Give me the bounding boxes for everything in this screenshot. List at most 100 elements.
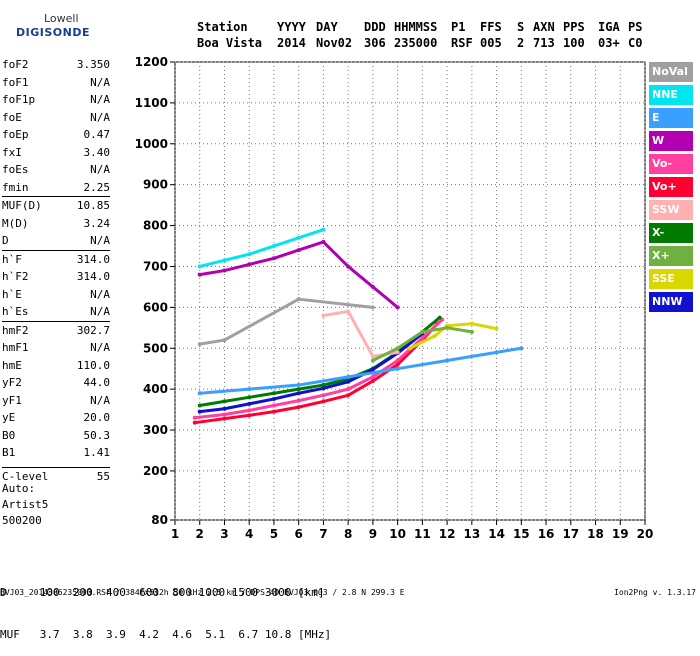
- legend-item-nne: NNE: [649, 85, 693, 105]
- x-tick-label: 13: [463, 527, 480, 541]
- distance-muf-table: D 100 200 400 600 800 1000 1500 3000 [km…: [0, 558, 331, 656]
- param-row: foEp 0.47: [2, 126, 110, 144]
- data-point: [346, 374, 351, 379]
- polarization-legend: NoVal NNE E W Vo- Vo+ SSW X- X+ SSE NNW: [649, 62, 693, 315]
- x-tick-label: 11: [414, 527, 431, 541]
- data-point: [222, 406, 227, 411]
- data-point: [469, 321, 474, 326]
- param-name: yE: [2, 411, 16, 425]
- data-point: [271, 391, 276, 396]
- data-point: [321, 239, 326, 244]
- data-point: [222, 258, 227, 263]
- data-point: [197, 272, 202, 277]
- y-tick-label: 80: [151, 513, 168, 527]
- param-row: foF1p N/A: [2, 91, 110, 109]
- y-tick-label: 1100: [135, 96, 168, 110]
- y-tick-label: 500: [143, 341, 168, 355]
- logo-line1: Lowell: [44, 12, 79, 25]
- data-point: [197, 391, 202, 396]
- data-point: [197, 403, 202, 408]
- param-name: h`E: [2, 287, 22, 301]
- footer-version: Ion2Png v. 1.3.17: [614, 588, 696, 597]
- data-point: [321, 393, 326, 398]
- data-point: [370, 358, 375, 363]
- param-value: 3.350: [76, 58, 110, 72]
- data-point: [494, 350, 499, 355]
- header-label-pps: PPS: [563, 20, 585, 34]
- data-point: [370, 284, 375, 289]
- y-tick-label: 200: [143, 464, 168, 478]
- x-tick-label: 5: [270, 527, 278, 541]
- data-point: [247, 401, 252, 406]
- data-point: [192, 415, 197, 420]
- legend-item-vo: Vo+: [649, 177, 693, 197]
- param-value: N/A: [90, 110, 110, 124]
- param-name: foEs: [2, 163, 29, 177]
- data-point: [247, 413, 252, 418]
- param-row: fxI 3.40: [2, 144, 110, 162]
- x-tick-label: 15: [513, 527, 530, 541]
- data-point: [519, 346, 524, 351]
- param-name: yF2: [2, 376, 22, 390]
- auto-info: Auto: Artist5 500200: [2, 481, 48, 529]
- data-point: [370, 367, 375, 372]
- data-point: [247, 252, 252, 257]
- param-row: foF2 3.350: [2, 56, 110, 74]
- header-value-iga: 03+: [598, 36, 620, 50]
- x-tick-label: 4: [245, 527, 253, 541]
- param-row: fmin 2.25: [2, 179, 110, 197]
- data-point: [370, 305, 375, 310]
- param-name: hmE: [2, 358, 22, 372]
- param-name: D: [2, 234, 9, 248]
- series-noval: [198, 297, 375, 346]
- y-tick-label: 1200: [135, 55, 168, 69]
- param-value: N/A: [90, 305, 110, 319]
- ionogram-parameters: foF2 3.350 foF1 N/A foF1p N/A foE N/A foEp 0.47 fx…: [2, 56, 110, 485]
- x-tick-label: 7: [319, 527, 327, 541]
- data-point: [346, 309, 351, 314]
- data-point: [271, 409, 276, 414]
- param-row: yF2 44.0: [2, 374, 110, 392]
- data-point: [197, 342, 202, 347]
- plot-frame: [174, 61, 646, 521]
- data-point: [395, 362, 400, 367]
- param-row: M(D) 3.24: [2, 215, 110, 233]
- data-point: [247, 262, 252, 267]
- param-value: 3.24: [83, 216, 111, 230]
- legend-item-sse: SSE: [649, 269, 693, 289]
- data-point: [271, 244, 276, 249]
- header-value-hhmmss: 235000: [394, 36, 438, 50]
- x-tick-label: 19: [612, 527, 629, 541]
- param-value: N/A: [90, 393, 110, 407]
- y-tick-label: 600: [143, 300, 168, 314]
- param-value: 1.41: [83, 446, 111, 460]
- param-row: yF1 N/A: [2, 392, 110, 410]
- x-tick-label: 12: [439, 527, 456, 541]
- param-value: N/A: [90, 234, 110, 248]
- logo-line2: DIGISONDE: [16, 26, 90, 39]
- y-tick-label: 1000: [135, 137, 168, 151]
- y-tick-label: 400: [143, 382, 168, 396]
- data-point: [408, 346, 412, 351]
- param-row: foE N/A: [2, 109, 110, 127]
- data-point: [395, 305, 400, 310]
- param-name: foEp: [2, 128, 29, 142]
- header-value-day: Nov02: [316, 36, 353, 50]
- data-point: [494, 326, 499, 331]
- param-value: 302.7: [76, 323, 110, 337]
- data-point: [296, 398, 301, 403]
- data-point: [370, 374, 375, 379]
- header-value-yyyy: 2014: [277, 36, 306, 50]
- param-row: hmF1 N/A: [2, 339, 110, 357]
- legend-item-vo: Vo-: [649, 154, 693, 174]
- param-value: 50.3: [83, 428, 111, 442]
- series-e: [198, 346, 523, 395]
- legend-item-ssw: SSW: [649, 200, 693, 220]
- param-row: hmF2 302.7: [2, 320, 110, 340]
- header-label-iga: IGA: [598, 20, 620, 34]
- param-row: h`Es N/A: [2, 303, 110, 321]
- data-point: [247, 408, 252, 413]
- data-point: [222, 338, 227, 343]
- legend-item-x: X+: [649, 246, 693, 266]
- data-point: [296, 391, 301, 396]
